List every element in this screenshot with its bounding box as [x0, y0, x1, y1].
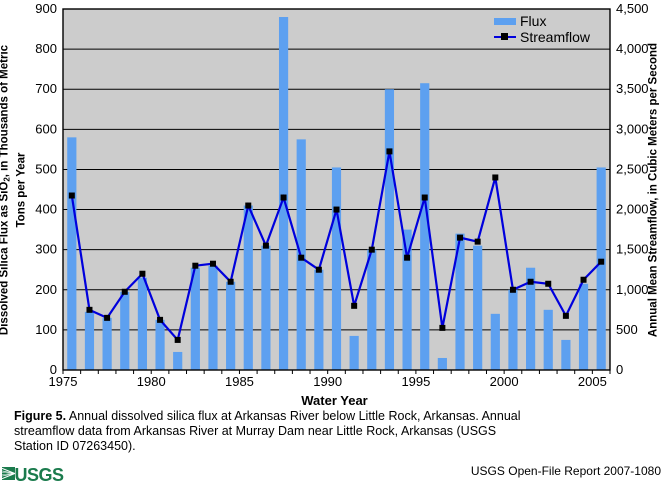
svg-text:3,000: 3,000 [616, 121, 649, 136]
svg-text:900: 900 [35, 1, 57, 16]
svg-text:400: 400 [35, 202, 57, 217]
svg-text:1,500: 1,500 [616, 242, 649, 257]
svg-text:3,500: 3,500 [616, 81, 649, 96]
svg-text:2,000: 2,000 [616, 202, 649, 217]
svg-text:2000: 2000 [490, 374, 519, 389]
svg-text:500: 500 [35, 161, 57, 176]
svg-text:300: 300 [35, 242, 57, 257]
svg-text:0: 0 [616, 362, 623, 377]
svg-text:700: 700 [35, 81, 57, 96]
svg-text:1,000: 1,000 [616, 282, 649, 297]
svg-text:200: 200 [35, 282, 57, 297]
svg-text:4,500: 4,500 [616, 1, 649, 16]
svg-text:1975: 1975 [49, 374, 78, 389]
svg-text:100: 100 [35, 322, 57, 337]
svg-text:4,000: 4,000 [616, 41, 649, 56]
svg-text:1980: 1980 [137, 374, 166, 389]
svg-text:1985: 1985 [225, 374, 254, 389]
svg-text:500: 500 [616, 322, 638, 337]
svg-text:2005: 2005 [578, 374, 607, 389]
svg-text:800: 800 [35, 41, 57, 56]
svg-text:2,500: 2,500 [616, 161, 649, 176]
svg-text:1990: 1990 [313, 374, 342, 389]
svg-text:600: 600 [35, 121, 57, 136]
svg-text:1995: 1995 [401, 374, 430, 389]
